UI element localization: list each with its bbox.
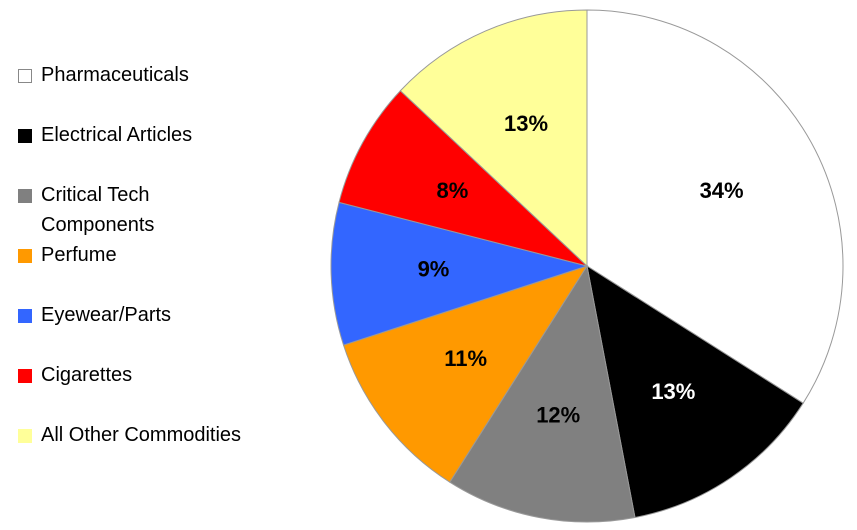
legend-item: All Other Commodities bbox=[18, 420, 251, 450]
pie-slice bbox=[399, 9, 588, 268]
legend-label: All Other Commodities bbox=[41, 424, 242, 446]
pie-slice bbox=[342, 265, 589, 483]
slice-label: 34% bbox=[700, 178, 744, 203]
legend-item: Perfume bbox=[18, 240, 251, 270]
slice-label: 12% bbox=[536, 403, 580, 428]
legend-item: Electrical Articles bbox=[18, 120, 251, 150]
legend-label: Electrical Articles bbox=[41, 124, 193, 146]
legend-label: Cigarettes bbox=[41, 364, 133, 386]
legend-swatch bbox=[18, 309, 32, 323]
slice-label: 11% bbox=[444, 346, 487, 371]
legend-swatch bbox=[18, 429, 32, 443]
pie-slice bbox=[330, 201, 589, 346]
slice-label: 13% bbox=[651, 379, 695, 404]
legend-item: Eyewear/Parts bbox=[18, 300, 251, 330]
slice-label: 13% bbox=[504, 111, 548, 136]
slice-label: 8% bbox=[437, 178, 469, 203]
pie-slice bbox=[449, 264, 636, 523]
legend-label: Pharmaceuticals bbox=[41, 64, 189, 86]
legend-label: Critical Tech Components bbox=[41, 184, 155, 236]
legend-item: Pharmaceuticals bbox=[18, 60, 251, 90]
legend-swatch bbox=[18, 129, 32, 143]
legend-item: Cigarettes bbox=[18, 360, 251, 390]
legend-swatch bbox=[18, 189, 32, 203]
legend-label: Eyewear/Parts bbox=[41, 304, 172, 326]
legend-swatch bbox=[18, 369, 32, 383]
legend-swatch bbox=[18, 69, 32, 83]
pie-slice bbox=[586, 9, 844, 404]
pie-slice bbox=[338, 90, 588, 267]
legend-label: Perfume bbox=[41, 244, 117, 266]
pie-slice bbox=[586, 264, 804, 519]
legend-swatch bbox=[18, 249, 32, 263]
legend-item: Critical Tech Components bbox=[18, 180, 251, 240]
slice-label: 9% bbox=[418, 257, 450, 282]
